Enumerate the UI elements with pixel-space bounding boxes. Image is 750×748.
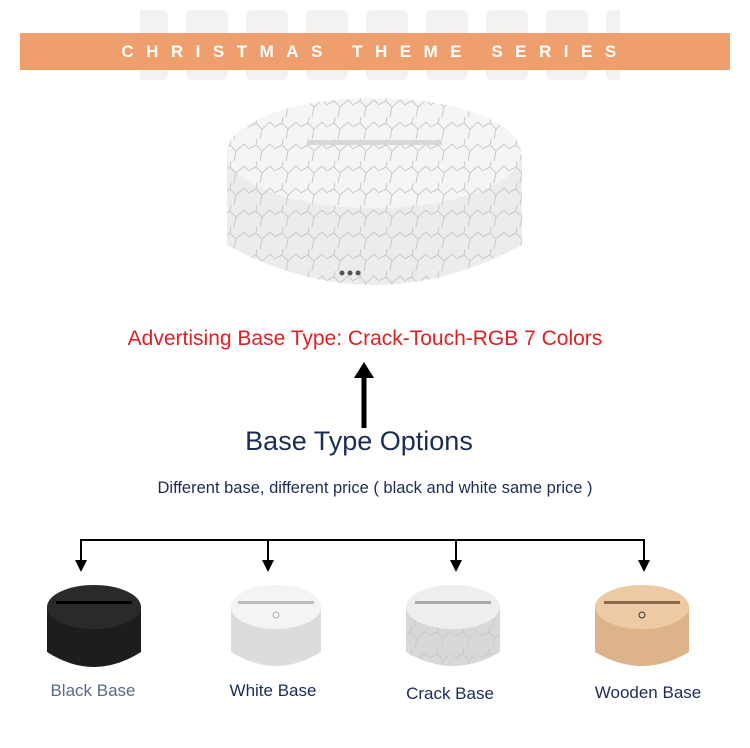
arrow-down-icon — [75, 540, 87, 572]
arrow-up-icon — [354, 362, 374, 428]
label-wooden-base: Wooden Base — [594, 683, 702, 702]
arrow-down-icon — [262, 540, 274, 572]
arrow-down-icon — [638, 540, 650, 572]
wooden-base-image — [595, 585, 689, 666]
crack-base-image — [227, 98, 522, 285]
banner-title: CHRISTMAS THEME SERIES — [121, 42, 629, 61]
banner: CHRISTMAS THEME SERIES — [20, 33, 730, 70]
label-white-base: White Base — [229, 681, 317, 700]
crack-base-image-small — [406, 585, 500, 666]
options-title: Base Type Options — [245, 426, 473, 456]
advertising-base-type: Advertising Base Type: Crack-Touch-RGB 7… — [127, 327, 603, 350]
options-subtitle: Different base, different price ( black … — [157, 479, 593, 497]
label-black-base: Black Base — [50, 681, 136, 700]
arrow-down-icon — [450, 540, 462, 572]
options-bracket — [75, 539, 650, 572]
white-base-image — [231, 585, 321, 666]
black-base-image — [47, 585, 141, 667]
label-crack-base: Crack Base — [406, 684, 494, 703]
